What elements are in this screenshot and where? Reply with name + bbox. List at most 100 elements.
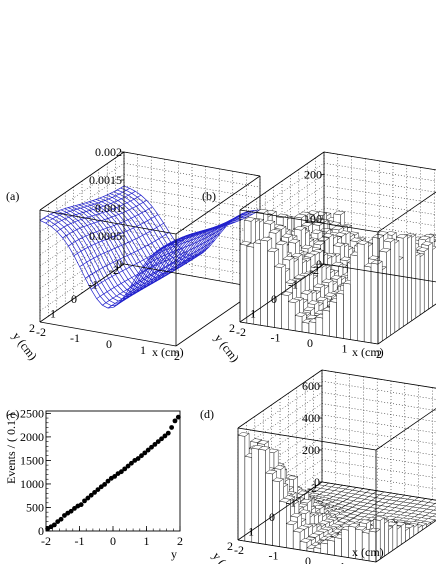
lego-bar-top bbox=[282, 255, 295, 261]
y-tick-label: -2 bbox=[309, 263, 319, 277]
box-edge bbox=[39, 151, 125, 211]
lego-bar-top bbox=[256, 440, 270, 445]
lego-bar-face bbox=[396, 525, 402, 548]
y-tick-label: 1 bbox=[250, 307, 256, 321]
lego-bar-face bbox=[267, 250, 275, 328]
box-edge bbox=[237, 369, 323, 429]
lego-bar-top bbox=[260, 236, 273, 242]
data-point bbox=[155, 439, 161, 444]
box-edge bbox=[377, 303, 436, 345]
lego-bar-top bbox=[263, 220, 276, 225]
lego-bar-face bbox=[415, 252, 421, 319]
lego-bar-face bbox=[258, 448, 266, 545]
lego-bar-top bbox=[310, 229, 323, 234]
lego-bar-face bbox=[394, 240, 400, 333]
data-point bbox=[95, 487, 101, 492]
y-tick-label: 2500 bbox=[20, 406, 44, 420]
lego-bar-top bbox=[289, 513, 303, 518]
data-point bbox=[122, 466, 128, 472]
data-point bbox=[129, 460, 134, 466]
y-tick-label: -2 bbox=[307, 481, 317, 495]
surface-line bbox=[147, 220, 232, 261]
lego-bar-top bbox=[243, 217, 256, 222]
lego-bar-face bbox=[388, 526, 393, 554]
lego-bar-top bbox=[294, 213, 307, 219]
lego-bar-face bbox=[386, 248, 391, 339]
surface-line bbox=[73, 214, 159, 256]
surface-line bbox=[74, 205, 212, 287]
lego-bar-top bbox=[416, 247, 429, 252]
data-point bbox=[51, 522, 57, 528]
data-point bbox=[152, 442, 158, 447]
data-point bbox=[58, 516, 64, 522]
lego-bar-face bbox=[315, 316, 323, 336]
lego-bar-top bbox=[267, 247, 280, 253]
lego-bar-face bbox=[392, 522, 398, 551]
lego-bar-face bbox=[237, 435, 246, 542]
lego-bar-top bbox=[273, 263, 287, 268]
box-edge bbox=[123, 151, 261, 177]
x-tick-label: 0 bbox=[106, 337, 112, 351]
data-point bbox=[112, 474, 118, 479]
box-edge bbox=[375, 520, 436, 563]
y-tick-label: 2 bbox=[29, 321, 35, 335]
lego-bar-face bbox=[370, 262, 379, 345]
y-tick-label: 1000 bbox=[20, 477, 44, 491]
lego-bar-top bbox=[368, 527, 381, 533]
surface-line bbox=[130, 240, 215, 287]
grid-line-z bbox=[39, 185, 261, 244]
data-point bbox=[55, 519, 61, 524]
lego-bar-face bbox=[260, 239, 268, 327]
panel-c: (c) -2 -1 0 1 2 0 500 1000 1500 2000 2500 y Events / … bbox=[4, 406, 183, 561]
z-tick-label: 0.0005 bbox=[89, 229, 122, 243]
lego-bar-top bbox=[303, 306, 316, 312]
box-edge bbox=[39, 263, 125, 323]
x-tick-label: -2 bbox=[41, 534, 51, 548]
data-point bbox=[118, 469, 124, 475]
lego-bar-face bbox=[299, 541, 308, 552]
z-tick-label: 0.001 bbox=[95, 201, 122, 215]
x-tick-label: 0 bbox=[110, 534, 116, 548]
lego-bar-top bbox=[265, 469, 278, 475]
lego-bar-top bbox=[324, 292, 337, 297]
y-tick-label: 1 bbox=[50, 307, 56, 321]
data-point bbox=[172, 418, 178, 424]
box-edge bbox=[39, 321, 177, 347]
lego-bar-top bbox=[256, 208, 269, 214]
y-tick-label: 1500 bbox=[20, 453, 44, 467]
lego-bar-top bbox=[258, 446, 271, 451]
z-tick-label: 0.0015 bbox=[89, 173, 122, 187]
lego-bar-top bbox=[367, 255, 381, 260]
lego-bar-top bbox=[298, 509, 311, 514]
lego-bar-face bbox=[343, 282, 351, 340]
z-tick-label: 0 bbox=[314, 475, 320, 489]
lego-bar-top bbox=[313, 240, 326, 246]
surface-line bbox=[119, 252, 204, 303]
lego-bar-top bbox=[239, 241, 252, 246]
z-tick-label: 100 bbox=[304, 212, 322, 226]
z-tick-label: 200 bbox=[302, 443, 320, 457]
lego-bar-top bbox=[280, 291, 294, 296]
lego-bar-top bbox=[418, 235, 431, 241]
data-point bbox=[135, 456, 141, 461]
x-tick-label: 1 bbox=[140, 343, 146, 357]
surface-line bbox=[175, 209, 261, 245]
lego-bar-top bbox=[347, 522, 361, 528]
lego-bar-top bbox=[294, 312, 307, 317]
y-tick-label: -2 bbox=[109, 263, 119, 277]
y-tick-label: -1 bbox=[286, 496, 296, 510]
lego-bar-top bbox=[331, 225, 344, 231]
data-point bbox=[68, 508, 74, 514]
grid-line-z bbox=[39, 241, 261, 300]
data-point bbox=[62, 513, 67, 518]
data-point bbox=[149, 444, 154, 450]
z-tick-label: 0 bbox=[316, 257, 322, 271]
x-axis-label: y bbox=[171, 547, 177, 561]
lego-bar-face bbox=[357, 243, 365, 343]
data-point bbox=[102, 482, 108, 487]
surface-line bbox=[79, 222, 164, 268]
x-tick-label: -1 bbox=[70, 331, 80, 345]
lego-bar-face bbox=[308, 321, 317, 335]
box-edge bbox=[39, 209, 177, 235]
surface-line bbox=[102, 253, 187, 306]
